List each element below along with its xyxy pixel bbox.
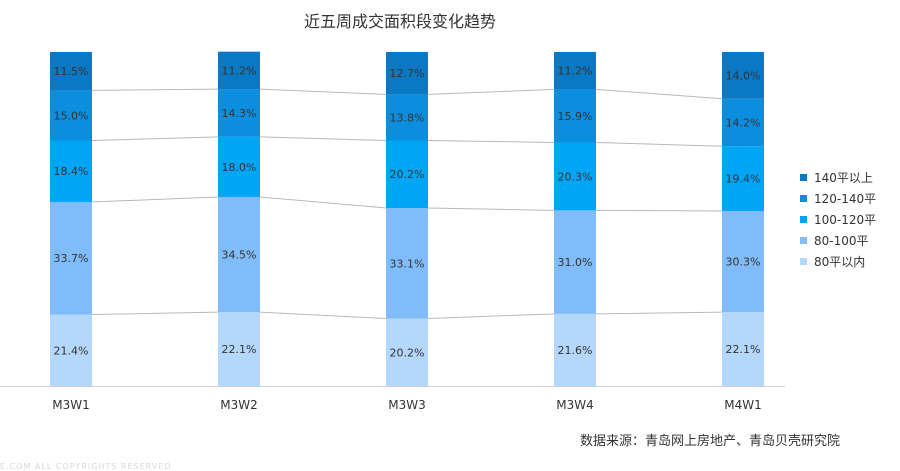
bar-segment-M3W2-1 <box>218 196 260 313</box>
connector-line <box>91 88 219 91</box>
data-label-M4W1-4: 14.0% <box>726 69 761 82</box>
bar-segment-M3W4-1 <box>554 210 596 314</box>
data-label-M3W4-0: 21.6% <box>558 344 593 357</box>
legend-swatch <box>800 258 807 265</box>
bar-segment-M3W3-2 <box>386 140 428 208</box>
x-tick-label-M3W3: M3W3 <box>388 398 426 412</box>
data-label-M3W4-2: 20.3% <box>558 170 593 183</box>
connector-line <box>427 207 555 211</box>
bar-segment-M3W2-0 <box>218 312 260 386</box>
bar-segment-M4W1-3 <box>722 98 764 147</box>
data-label-M3W1-0: 21.4% <box>54 344 89 357</box>
legend-label: 80-100平 <box>814 234 869 248</box>
data-label-M3W1-1: 33.7% <box>54 252 89 265</box>
bar-segment-M3W1-0 <box>50 314 92 386</box>
bar-segment-M3W2-4 <box>218 51 260 90</box>
connector-line <box>595 88 723 100</box>
x-tick-label-M3W4: M3W4 <box>556 398 594 412</box>
legend-label: 120-140平 <box>814 192 877 206</box>
data-label-M3W3-3: 13.8% <box>390 111 425 124</box>
connector-line <box>427 88 555 95</box>
x-tick-label-M4W1: M4W1 <box>724 398 762 412</box>
connector-line <box>595 311 723 315</box>
data-label-M3W3-1: 33.1% <box>390 257 425 270</box>
connector-line <box>91 311 219 316</box>
bar-segment-M3W1-1 <box>50 201 92 315</box>
data-label-M3W2-3: 14.3% <box>222 107 257 120</box>
bar-segment-M4W1-4 <box>722 52 764 99</box>
legend-swatch <box>800 237 807 244</box>
connector-line <box>595 142 723 147</box>
legend-swatch <box>800 195 807 202</box>
stacked-bar-chart: 21.4% 33.7% 18.4% 15.0% 11.5% 22.1% 34.5% 18.0%… <box>0 51 785 412</box>
bar-segment-M3W2-2 <box>218 136 260 197</box>
data-label-M4W1-1: 30.3% <box>726 256 761 269</box>
bar-segment-M3W1-3 <box>50 90 92 141</box>
legend-item: 80平以内 <box>800 251 876 272</box>
bar-segment-M4W1-1 <box>722 210 764 313</box>
data-label-M4W1-0: 22.1% <box>726 343 761 356</box>
data-label-M4W1-2: 19.4% <box>726 173 761 186</box>
legend-swatch <box>800 174 807 181</box>
data-label-M3W3-4: 12.7% <box>390 67 425 80</box>
connector-line <box>427 140 555 144</box>
connector-line <box>259 196 387 209</box>
bar-segment-M3W4-0 <box>554 313 596 386</box>
x-tick-label-M3W1: M3W1 <box>52 398 90 412</box>
connector-line <box>91 196 219 203</box>
bar-segment-M3W4-3 <box>554 89 596 143</box>
data-label-M3W4-4: 11.2% <box>558 65 593 78</box>
bar-segment-M4W1-0 <box>722 312 764 386</box>
connector-line <box>91 136 219 142</box>
bar-segment-M3W3-1 <box>386 207 428 319</box>
legend-swatch <box>800 216 807 223</box>
bar-segment-M3W2-3 <box>218 89 260 137</box>
data-label-M3W2-1: 34.5% <box>222 249 257 262</box>
bar-segment-M4W1-2 <box>722 146 764 211</box>
bar-segment-M3W1-4 <box>50 52 92 91</box>
connector-line <box>259 88 387 95</box>
chart-legend: 140平以上 120-140平 100-120平 80-100平 80平以内 <box>800 167 876 272</box>
data-label-M3W1-4: 11.5% <box>54 65 89 78</box>
connector-line <box>259 136 387 142</box>
bar-segment-M3W3-0 <box>386 318 428 386</box>
data-label-M3W2-0: 22.1% <box>222 343 257 356</box>
data-label-M3W2-4: 11.2% <box>222 64 257 77</box>
data-label-M3W3-2: 20.2% <box>390 168 425 181</box>
data-label-M3W4-3: 15.9% <box>558 110 593 123</box>
legend-label: 80平以内 <box>814 255 866 269</box>
connector-line <box>427 313 555 320</box>
bar-segment-M3W4-2 <box>554 142 596 211</box>
legend-item: 120-140平 <box>800 188 876 209</box>
data-source: 数据来源：青岛网上房地产、青岛贝壳研究院 <box>579 434 840 449</box>
watermark: E.COM ALL COPYRIGHTS RESERVED <box>0 462 172 471</box>
bar-segment-M3W3-3 <box>386 94 428 141</box>
data-label-M3W3-0: 20.2% <box>390 346 425 359</box>
legend-item: 100-120平 <box>800 209 876 230</box>
legend-label: 100-120平 <box>814 213 877 227</box>
bar-segment-M3W1-2 <box>50 140 92 202</box>
legend-label: 140平以上 <box>814 171 873 185</box>
data-label-M3W2-2: 18.0% <box>222 161 257 174</box>
connector-line <box>259 311 387 320</box>
data-label-M4W1-3: 14.2% <box>726 116 761 129</box>
legend-item: 80-100平 <box>800 230 876 251</box>
data-label-M3W1-3: 15.0% <box>54 109 89 122</box>
bar-segment-M3W4-4 <box>554 52 596 90</box>
x-tick-label-M3W2: M3W2 <box>220 398 258 412</box>
data-label-M3W1-2: 18.4% <box>54 165 89 178</box>
legend-item: 140平以上 <box>800 167 876 188</box>
chart-title: 近五周成交面积段变化趋势 <box>303 12 496 31</box>
bar-segment-M3W3-4 <box>386 52 428 95</box>
data-label-M3W4-1: 31.0% <box>558 256 593 269</box>
connector-line <box>595 209 723 212</box>
